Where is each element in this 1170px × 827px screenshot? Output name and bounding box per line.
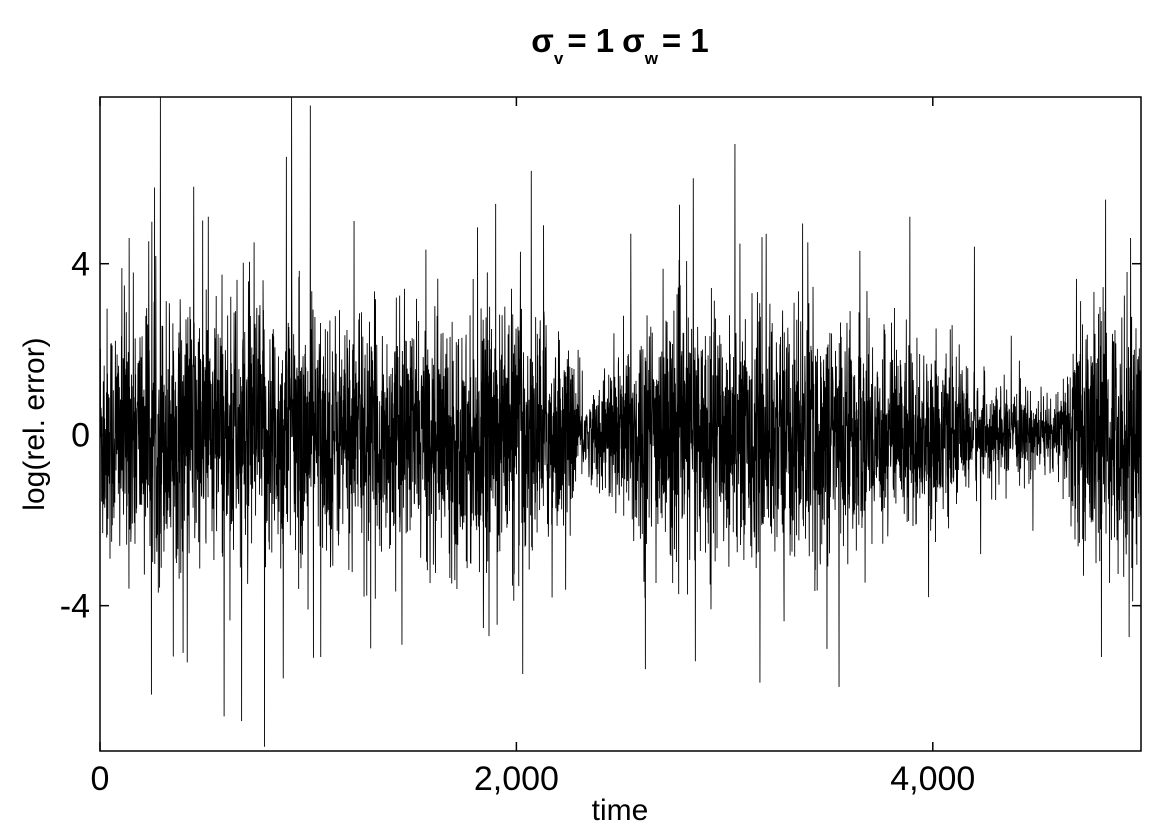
- x-tick-label: 0: [91, 760, 110, 798]
- series-line: [99, 96, 1142, 747]
- y-tick-label: 0: [71, 417, 90, 455]
- title-sigma-v-symbol: σ: [531, 22, 554, 59]
- x-tick-label: 4,000: [890, 760, 975, 798]
- series-layer: [99, 96, 1142, 747]
- x-axis-label: time: [592, 794, 649, 827]
- y-tick-label: 4: [71, 246, 90, 284]
- title-sigma-v-value: = 1: [567, 22, 614, 59]
- plot-frame: [99, 96, 1142, 752]
- title-sigma-w-symbol: σ: [622, 22, 645, 59]
- title-sigma-w-subscript: w: [644, 49, 659, 68]
- ticks-layer: 0 2,000 4,000 4 0 -4: [60, 97, 1141, 798]
- y-axis-label: log(rel. error): [18, 337, 51, 510]
- title-sigma-w-value: = 1: [662, 22, 709, 59]
- chart-title: σv = 1 σw = 1: [531, 22, 708, 68]
- title-sigma-v-subscript: v: [554, 49, 564, 68]
- y-tick-label: -4: [60, 588, 90, 626]
- x-tick-label: 2,000: [474, 760, 559, 798]
